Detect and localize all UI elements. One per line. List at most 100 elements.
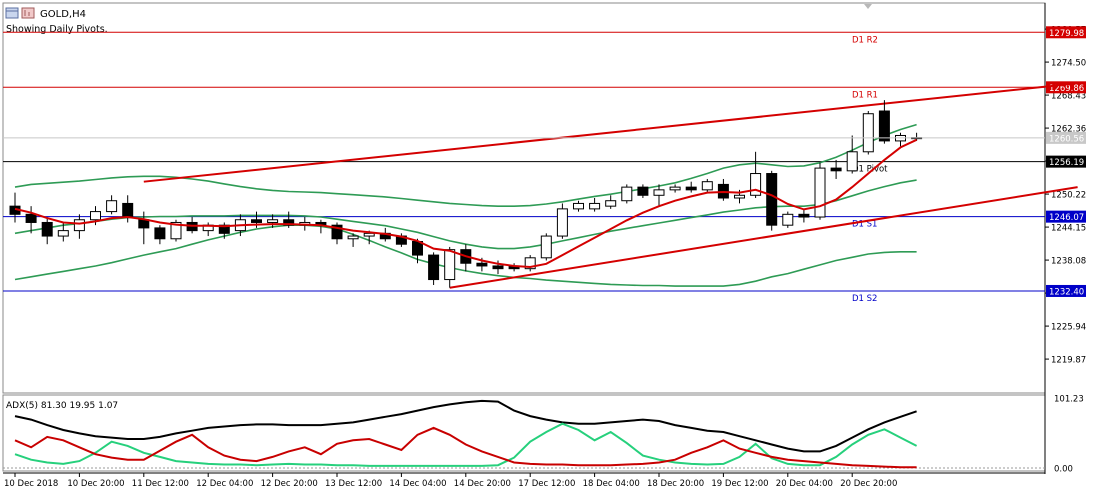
candle-body xyxy=(573,202,584,210)
adx-tick-label: 0.00 xyxy=(1054,465,1073,475)
candle xyxy=(814,162,826,220)
candle-body xyxy=(331,224,343,240)
pivot-price-tag-label: 1269.86 xyxy=(1049,84,1084,94)
candle-body xyxy=(267,219,279,223)
adx-tick-label: 101.23 xyxy=(1054,395,1084,405)
pivot-price-tag-label: 1232.40 xyxy=(1049,287,1084,297)
candle-body xyxy=(669,186,681,191)
adx-legend: ADX(5) 81.30 19.95 1.07 xyxy=(6,401,118,411)
candle-body xyxy=(218,224,230,234)
time-tick-label: 13 Dec 12:00 xyxy=(325,479,382,489)
pivot-price-tag xyxy=(1046,210,1086,223)
candle xyxy=(170,219,182,242)
candle xyxy=(428,252,440,285)
time-tick-label: 11 Dec 12:00 xyxy=(132,479,189,489)
time-axis: 10 Dec 2018 10 Dec 20:00 11 Dec 12:00 12 De… xyxy=(4,473,897,489)
time-tick-label: 12 Dec 04:00 xyxy=(196,479,253,489)
candle-body xyxy=(862,113,874,153)
candle xyxy=(798,208,810,223)
bb-upper-line xyxy=(14,123,917,207)
pivot-line-name: D1 R2 xyxy=(852,35,878,45)
adx-minus-di-line xyxy=(14,426,917,469)
time-tick-label: 20 Dec 20:00 xyxy=(840,479,897,489)
trendline[interactable] xyxy=(449,186,1078,289)
candle-body xyxy=(138,219,150,229)
candle xyxy=(347,233,359,247)
moving-average xyxy=(14,138,918,269)
time-tick-label: 19 Dec 12:00 xyxy=(711,479,768,489)
candle xyxy=(637,184,649,198)
candle-body xyxy=(363,232,375,237)
candle-body xyxy=(106,200,118,213)
candle xyxy=(41,217,53,245)
candle xyxy=(218,222,230,239)
shift-marker-icon[interactable] xyxy=(864,4,872,9)
ma-line xyxy=(14,138,918,269)
candle-body xyxy=(41,221,53,237)
price-tick-label: 1268.43 xyxy=(1051,92,1086,102)
candle-body xyxy=(154,227,166,240)
candle-body xyxy=(90,211,101,221)
price-tick-label: 1244.15 xyxy=(1051,224,1086,234)
candle xyxy=(25,206,37,234)
candle xyxy=(573,200,584,212)
candle xyxy=(106,195,118,215)
candle-body xyxy=(605,200,617,207)
candle xyxy=(267,214,279,228)
price-axis: 1280.571274.501268.431262.361256.291250.… xyxy=(1045,26,1086,366)
candle xyxy=(540,233,552,261)
pivot-price-tag-label: 1279.98 xyxy=(1049,29,1084,39)
candle xyxy=(444,246,456,288)
candle-body xyxy=(73,219,85,232)
pivot-price-tag xyxy=(1046,155,1086,168)
candle-body xyxy=(750,173,762,196)
candle-body xyxy=(57,230,69,237)
price-tick-label: 1262.36 xyxy=(1051,125,1086,135)
candle xyxy=(862,111,874,155)
pivot-price-tag xyxy=(1046,284,1086,297)
candle-body xyxy=(685,186,697,191)
candle-body xyxy=(846,151,858,172)
candle xyxy=(621,184,633,204)
window-header: GOLD,H4 Showing Daily Pivots. xyxy=(5,4,872,35)
pivot-subtitle: Showing Daily Pivots. xyxy=(6,24,108,35)
candle-body xyxy=(444,249,456,281)
candle xyxy=(73,214,85,239)
candle xyxy=(653,184,665,207)
candle-body xyxy=(701,181,713,191)
candle xyxy=(331,222,343,245)
candle-body xyxy=(251,219,262,223)
candle-body xyxy=(428,254,440,281)
candle xyxy=(878,100,890,144)
candle xyxy=(556,203,568,239)
pivot-line-name: D1 S1 xyxy=(852,220,877,230)
candle-body xyxy=(122,202,134,218)
window-title: GOLD,H4 xyxy=(40,9,86,20)
trendline[interactable] xyxy=(143,82,1078,183)
candle-body xyxy=(556,208,568,237)
price-tick-label: 1250.22 xyxy=(1051,191,1086,201)
candle-body xyxy=(653,189,665,196)
candle xyxy=(524,255,536,272)
candle-body xyxy=(830,167,842,172)
candle-body xyxy=(814,167,826,218)
candle xyxy=(669,184,681,193)
pivot-line-name: D1 Pivot xyxy=(852,165,888,175)
candle-body xyxy=(347,235,359,240)
candle-body xyxy=(524,257,536,270)
price-tick-label: 1219.87 xyxy=(1051,356,1086,366)
time-tick-label: 18 Dec 20:00 xyxy=(647,479,704,489)
candle-body xyxy=(782,213,794,226)
candle-body xyxy=(621,186,633,202)
candle-body xyxy=(734,194,745,199)
candle-body xyxy=(589,202,601,210)
time-tick-label: 10 Dec 20:00 xyxy=(67,479,124,489)
current-price-tag xyxy=(1046,131,1086,144)
pivot-price-tag-label: 1256.19 xyxy=(1049,158,1084,168)
chart-window-icon[interactable] xyxy=(5,7,35,19)
trendlines xyxy=(143,82,1078,289)
candle xyxy=(154,225,166,245)
candle xyxy=(830,159,842,179)
candle-body xyxy=(476,262,488,267)
